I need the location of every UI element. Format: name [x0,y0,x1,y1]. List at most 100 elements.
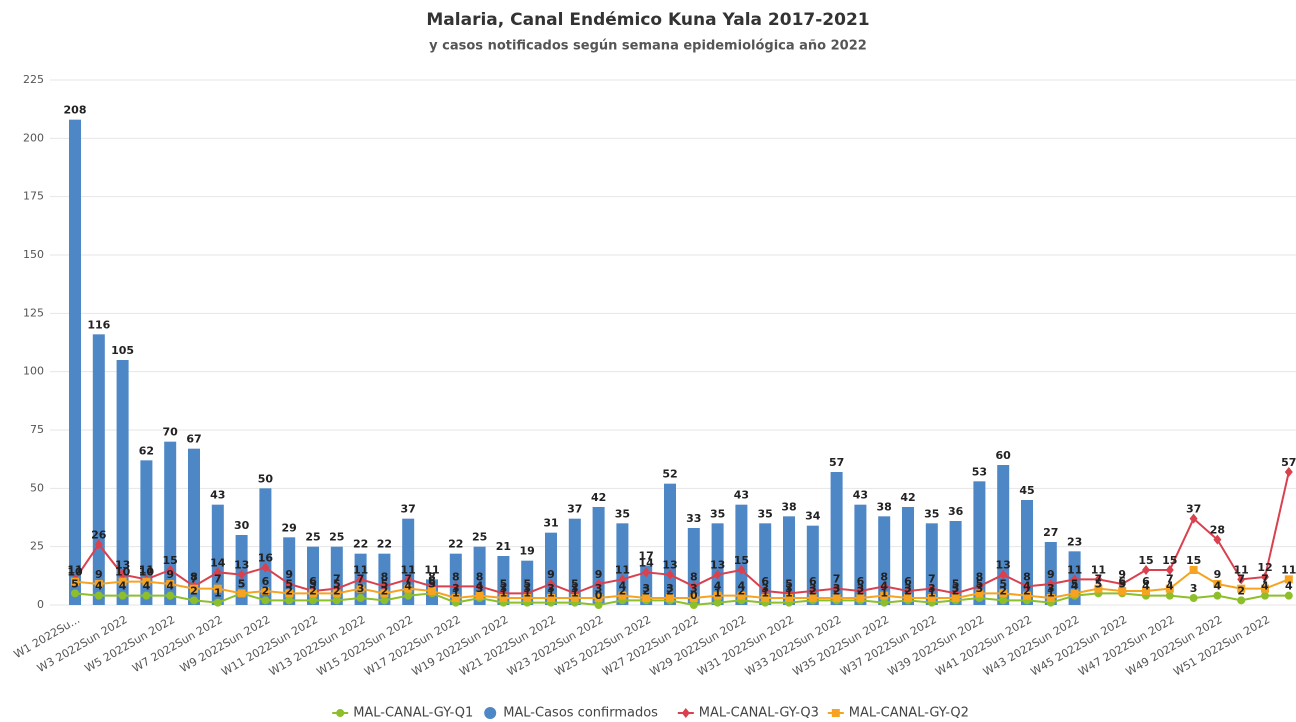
data-label: 3 [642,582,650,595]
marker [213,584,222,593]
marker [285,589,294,598]
data-label: 116 [87,318,110,331]
legend-marker [681,708,690,718]
marker [1094,584,1103,593]
marker [975,581,984,592]
legend-item: MAL-CANAL-GY-Q1 [332,706,473,721]
marker [713,591,722,600]
data-label: 3 [595,582,603,595]
marker [213,567,222,578]
bar [711,523,724,605]
marker [94,539,103,550]
marker [1165,591,1174,600]
data-label: 22 [353,538,368,551]
marker [309,589,317,598]
bar [830,472,843,605]
data-label: 11 [424,563,439,576]
marker [547,594,555,602]
bar [473,546,486,605]
data-label: 38 [781,500,796,513]
data-label: 1 [214,587,222,600]
y-tick-label: 125 [23,306,44,319]
data-label: 11 [67,563,82,576]
data-label: 7 [928,573,936,586]
data-label: 6 [262,575,270,588]
data-label: 9 [547,568,555,581]
marker [1261,591,1269,600]
data-label: 14 [639,556,655,569]
data-label: 7 [333,573,341,586]
marker [999,569,1008,580]
data-label: 4 [119,580,127,593]
data-label: 4 [476,580,484,593]
data-label: 1 [714,587,722,600]
data-label: 10 [139,566,155,579]
data-label: 5 [1071,577,1079,590]
data-label: 3 [809,582,817,595]
data-label: 4 [404,580,412,593]
data-label: 3 [833,582,841,595]
line [74,592,1289,607]
data-label: 7 [1166,573,1174,586]
data-label: 6 [809,575,817,588]
marker [1046,579,1055,589]
marker [380,581,389,592]
data-label: 11 [401,563,416,576]
legend-label: MAL-Casos confirmados [503,706,658,721]
data-label: 3 [666,582,674,595]
data-label: 10 [67,566,83,579]
data-label: 3 [1047,582,1055,595]
data-label: 5 [238,577,246,590]
data-label: 6 [309,575,317,588]
marker [1142,565,1150,575]
marker [666,569,674,580]
data-label: 1 [880,587,888,600]
bar [1021,500,1033,605]
data-label: 3 [452,582,460,595]
data-label: 42 [900,491,915,504]
marker [475,591,484,600]
y-tick-label: 0 [37,598,44,611]
data-label: 6 [857,575,865,588]
data-label: 7 [357,573,365,586]
data-label: 43 [853,489,868,502]
data-label: 3 [690,582,698,595]
marker [689,601,698,609]
bar [806,525,819,605]
bar [949,521,962,605]
data-label: 4 [880,580,888,593]
marker [190,596,198,605]
data-label: 1 [452,587,460,600]
marker [856,586,865,596]
data-label: 2 [619,584,627,597]
marker [927,583,936,594]
data-label: 6 [1142,575,1150,588]
marker [666,594,674,602]
data-label: 27 [1043,526,1058,539]
marker [166,565,175,575]
data-label: 2 [333,584,341,597]
data-label: 9 [166,568,174,581]
marker [1284,575,1293,584]
marker [1165,565,1174,575]
data-label: 35 [924,507,939,520]
y-tick-label: 75 [30,423,44,436]
data-label: 57 [829,456,844,469]
data-label: 9 [95,568,103,581]
data-label: 2 [904,584,912,597]
bar [783,516,795,605]
data-label: 25 [329,531,344,544]
data-label: 5 [1118,577,1126,590]
data-label: 8 [1023,570,1031,583]
data-label: 50 [258,472,274,485]
bar [616,523,629,605]
data-label: 5 [309,577,317,590]
data-label: 8 [880,570,888,583]
data-label: 15 [163,554,178,567]
data-label: 5 [785,577,793,590]
data-label: 4 [619,580,627,593]
data-label: 2 [738,584,746,597]
data-label: 15 [1162,554,1177,567]
chart-title: Malaria, Canal Endémico Kuna Yala 2017-2… [426,10,869,30]
data-label: 37 [401,503,416,516]
